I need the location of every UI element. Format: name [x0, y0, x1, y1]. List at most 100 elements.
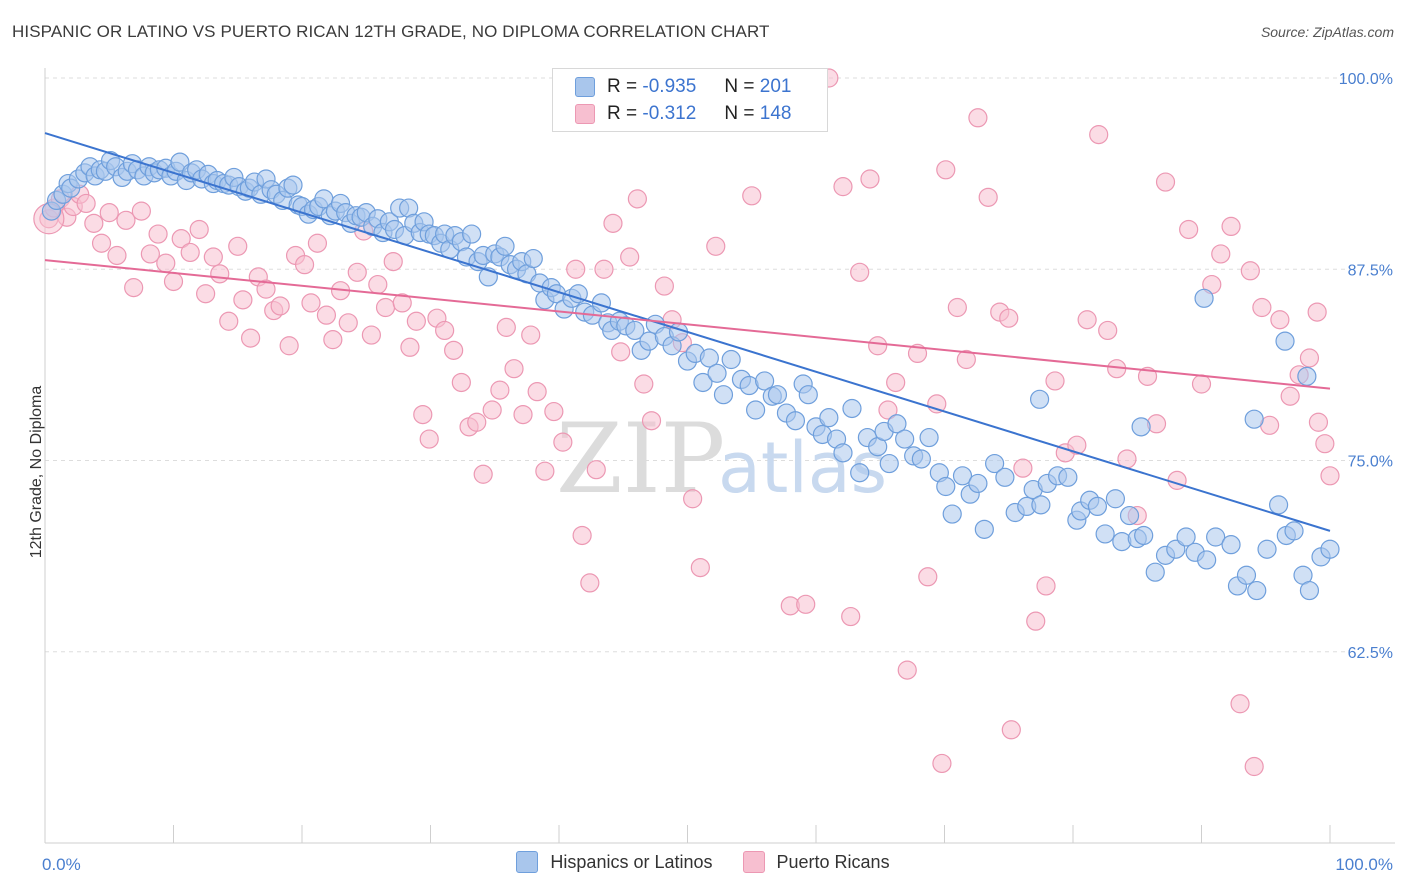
data-point-puerto-rican	[918, 567, 938, 587]
source-label: Source: ZipAtlas.com	[1260, 24, 1394, 40]
data-point-hispanic	[721, 349, 741, 370]
data-point-puerto-rican	[131, 201, 151, 221]
data-point-puerto-rican	[947, 297, 967, 318]
data-point-puerto-rican	[978, 187, 998, 207]
legend-n-value: 201	[759, 76, 792, 97]
data-point-puerto-rican	[999, 308, 1019, 328]
data-point-hispanic	[919, 427, 939, 448]
data-point-hispanic	[1145, 562, 1165, 582]
data-point-hispanic	[1166, 539, 1186, 559]
data-point-puerto-rican	[603, 213, 623, 233]
x-tick-label-start: 0.0%	[42, 855, 81, 874]
data-point-hispanic	[1031, 495, 1051, 515]
data-point-puerto-rican	[841, 606, 861, 627]
data-point-puerto-rican	[936, 160, 956, 180]
data-point-puerto-rican	[316, 305, 337, 325]
data-point-puerto-rican	[1240, 261, 1260, 281]
data-point-puerto-rican	[878, 400, 898, 420]
data-point-hispanic	[1247, 580, 1267, 601]
data-point-puerto-rican	[1307, 302, 1327, 322]
data-point-hispanic	[952, 466, 973, 486]
data-point-hispanic	[713, 385, 734, 405]
data-point-hispanic	[699, 348, 719, 368]
data-point-puerto-rican	[868, 336, 888, 356]
data-point-puerto-rican	[482, 400, 502, 420]
data-point-hispanic	[1221, 535, 1241, 555]
data-point-hispanic	[707, 363, 727, 383]
data-point-puerto-rican	[107, 245, 127, 266]
data-point-puerto-rican	[527, 382, 547, 402]
data-point-puerto-rican	[1089, 125, 1109, 145]
legend-item-puerto-ricans: Puerto Ricans	[742, 851, 890, 873]
data-point-puerto-rican	[444, 340, 464, 360]
data-point-hispanic	[283, 175, 303, 195]
data-point-hispanic	[1299, 580, 1320, 601]
data-point-hispanic	[833, 443, 853, 463]
data-point-puerto-rican	[1026, 611, 1046, 631]
data-point-hispanic	[850, 463, 870, 483]
data-point-hispanic	[1206, 527, 1226, 547]
data-point-puerto-rican	[210, 264, 230, 284]
data-point-hispanic	[746, 400, 766, 420]
data-point-puerto-rican	[233, 290, 253, 310]
data-point-puerto-rican	[219, 311, 239, 331]
data-point-puerto-rican	[76, 193, 96, 214]
legend-n-label: N =	[724, 76, 755, 97]
data-point-puerto-rican	[886, 372, 906, 393]
legend-r-value: -0.935	[642, 76, 697, 97]
data-point-puerto-rican	[361, 325, 381, 345]
data-point-puerto-rican	[451, 372, 471, 393]
data-point-hispanic	[895, 429, 915, 449]
data-point-puerto-rican	[99, 203, 119, 223]
data-point-hispanic	[1257, 539, 1277, 559]
data-point-hispanic	[785, 411, 806, 431]
data-point-puerto-rican	[654, 276, 674, 296]
data-point-puerto-rican	[1179, 219, 1199, 240]
data-point-puerto-rican	[1137, 366, 1158, 386]
data-point-puerto-rican	[690, 557, 710, 578]
data-point-puerto-rican	[968, 108, 988, 128]
data-point-puerto-rican	[241, 328, 261, 348]
data-point-puerto-rican	[163, 271, 184, 292]
data-point-puerto-rican	[850, 262, 870, 282]
data-point-puerto-rican	[956, 349, 976, 370]
data-point-hispanic	[1284, 521, 1304, 541]
data-point-puerto-rican	[406, 311, 426, 331]
data-point-puerto-rican	[907, 343, 928, 363]
data-point-hispanic	[568, 284, 588, 304]
data-point-puerto-rican	[1036, 576, 1056, 596]
data-point-puerto-rican	[270, 296, 290, 316]
data-point-puerto-rican	[368, 274, 388, 295]
data-point-hispanic	[911, 449, 931, 469]
data-point-puerto-rican	[1001, 720, 1021, 740]
data-point-puerto-rican	[323, 330, 343, 350]
data-point-puerto-rican	[544, 401, 564, 422]
data-point-puerto-rican	[1098, 320, 1118, 341]
data-point-puerto-rican	[256, 279, 276, 299]
data-point-puerto-rican	[279, 336, 299, 356]
data-point-puerto-rican	[1146, 414, 1167, 434]
data-point-puerto-rican	[301, 293, 321, 313]
data-point-puerto-rican	[496, 317, 516, 337]
data-point-puerto-rican	[307, 233, 328, 253]
data-point-hispanic	[936, 476, 956, 497]
data-point-hispanic	[1119, 505, 1140, 526]
data-point-hispanic	[625, 320, 645, 341]
data-point-hispanic	[754, 371, 775, 391]
data-point-puerto-rican	[91, 233, 112, 253]
data-point-puerto-rican	[634, 374, 654, 394]
data-point-puerto-rican	[572, 525, 592, 546]
legend-swatch-pink	[575, 104, 595, 124]
data-point-puerto-rican	[706, 236, 726, 256]
data-point-puerto-rican	[1280, 386, 1300, 406]
y-tick-label: 100.0%	[1339, 71, 1393, 88]
data-point-puerto-rican	[116, 210, 136, 230]
data-point-puerto-rican	[1077, 310, 1097, 330]
data-point-puerto-rican	[473, 464, 493, 484]
legend-label-puerto-ricans: Puerto Ricans	[776, 851, 890, 872]
data-point-puerto-rican	[1315, 434, 1335, 454]
data-point-puerto-rican	[683, 489, 703, 509]
data-point-puerto-rican	[641, 411, 662, 431]
data-point-puerto-rican	[84, 213, 104, 233]
data-point-hispanic	[995, 467, 1015, 487]
